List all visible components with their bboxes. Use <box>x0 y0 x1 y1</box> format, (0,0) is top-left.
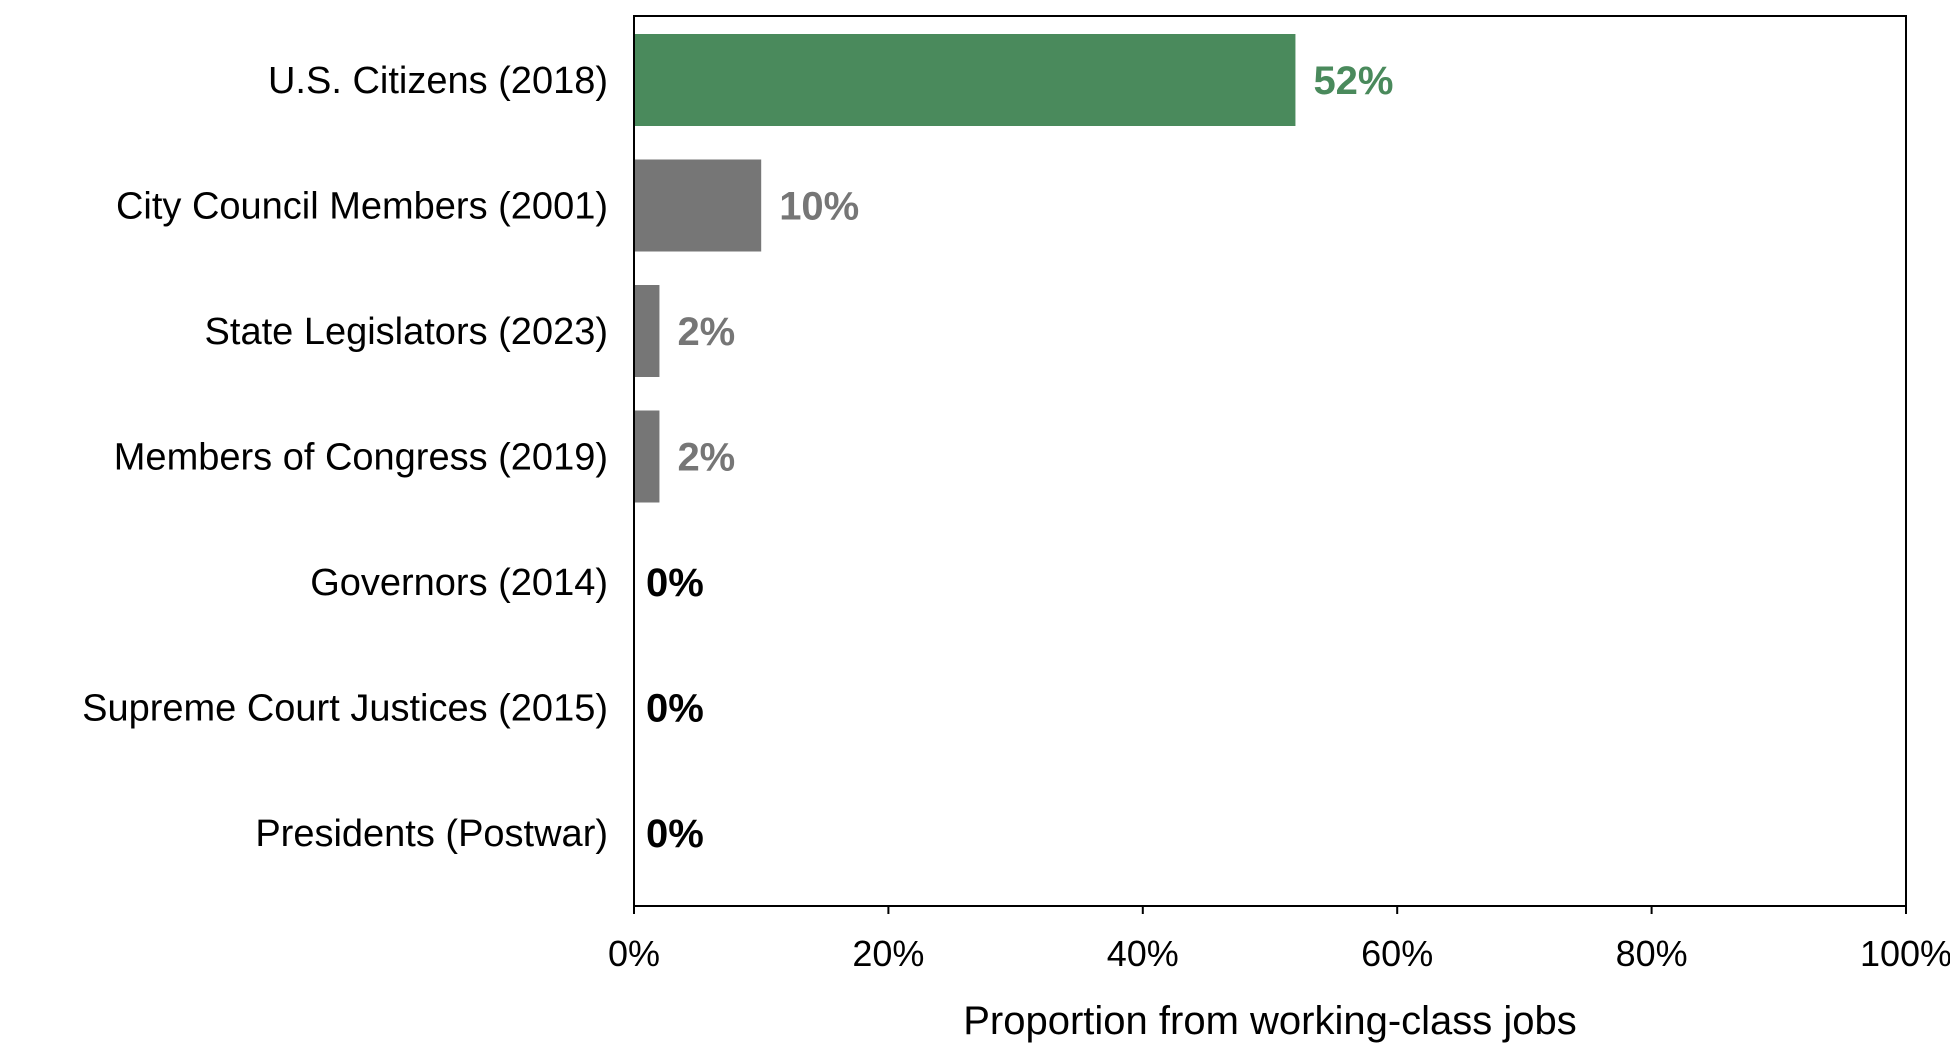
category-label-city-council-members-2001: City Council Members (2001) <box>116 186 608 228</box>
x-axis-ticks: 0% 20% 40% 60% 80% 100% <box>608 906 1950 974</box>
x-tick-label: 40% <box>1107 933 1179 974</box>
category-label-supreme-court-justices-2015: Supreme Court Justices (2015) <box>82 688 608 730</box>
bar-city-council-members-2001 <box>635 159 762 252</box>
value-label-u-s-citizens-2018: 52% <box>1313 59 1393 103</box>
x-tick-label: 20% <box>852 933 924 974</box>
x-axis-title: Proportion from working-class jobs <box>963 999 1577 1043</box>
category-labels: U.S. Citizens (2018) City Council Members… <box>82 60 608 855</box>
x-tick-label: 80% <box>1616 933 1688 974</box>
category-label-governors-2014: Governors (2014) <box>310 562 608 604</box>
category-label-presidents-postwar: Presidents (Postwar) <box>255 813 608 855</box>
category-label-state-legislators-2023: State Legislators (2023) <box>205 311 608 353</box>
category-label-u-s-citizens-2018: U.S. Citizens (2018) <box>268 60 608 102</box>
value-label-supreme-court-justices-2015: 0% <box>646 687 704 731</box>
x-tick-label: 100% <box>1860 933 1950 974</box>
value-label-city-council-members-2001: 10% <box>779 185 859 229</box>
value-label-governors-2014: 0% <box>646 561 704 605</box>
value-label-members-of-congress-2019: 2% <box>677 436 735 480</box>
x-tick-label: 0% <box>608 933 660 974</box>
x-tick-label: 60% <box>1361 933 1433 974</box>
value-labels: 52% 10% 2% 2% 0% 0% 0% <box>646 59 1394 856</box>
bar-state-legislators-2023 <box>635 285 660 377</box>
value-label-state-legislators-2023: 2% <box>677 310 735 354</box>
category-label-members-of-congress-2019: Members of Congress (2019) <box>114 437 608 479</box>
bar-u-s-citizens-2018 <box>635 34 1296 126</box>
bar-members-of-congress-2019 <box>635 410 660 503</box>
value-label-presidents-postwar: 0% <box>646 812 704 856</box>
bars-layer <box>635 34 1296 503</box>
plot-frame <box>633 15 1907 907</box>
